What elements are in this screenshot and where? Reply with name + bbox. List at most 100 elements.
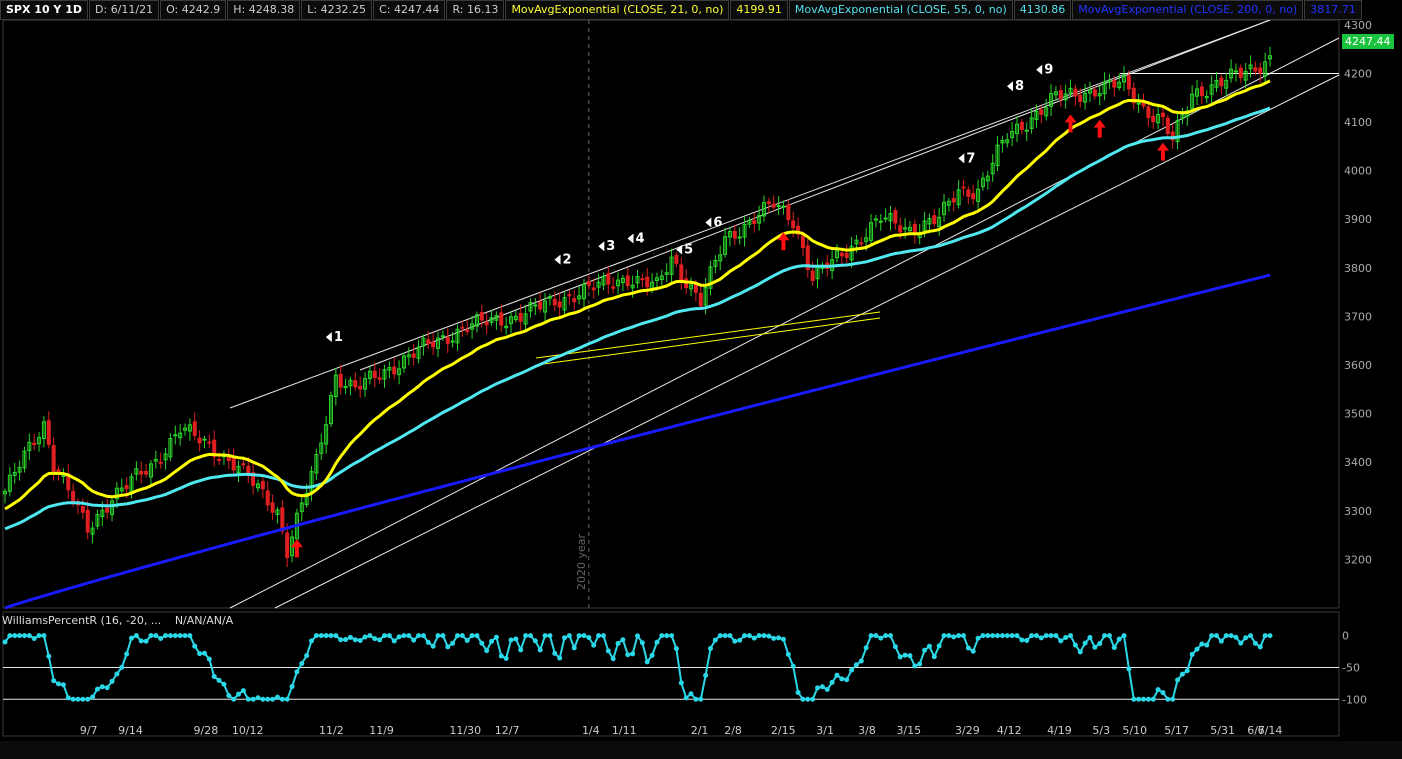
williams-r-point [1029,633,1035,639]
chart-header: SPX 10 Y 1D D: 6/11/21 O: 4242.9 H: 4248… [0,0,1363,20]
williams-r-point [712,637,718,643]
williams-r-point [571,645,577,651]
candle-body [416,346,421,359]
candle-body [796,225,801,235]
williams-r-point [615,640,621,646]
williams-r-point [1243,635,1249,641]
williams-r-point [834,672,840,678]
indicator-label[interactable]: WilliamsPercentR (16, -20, ... [2,614,162,627]
candle-body [183,427,188,431]
candle-body [367,370,372,380]
williams-r-point [1189,651,1195,657]
candle-body [873,218,878,221]
candle-body [465,329,470,332]
close-readout: C: 4247.44 [373,0,446,20]
williams-r-point [133,633,139,639]
candle-body [426,339,431,345]
williams-r-point [581,633,587,639]
candle-body [153,458,158,462]
candle-body [134,468,139,475]
ema55-label[interactable]: MovAvgExponential (CLOSE, 55, 0, no) [788,0,1013,20]
candle-body [484,321,489,326]
williams-r-point [109,678,115,684]
ema21-label[interactable]: MovAvgExponential (CLOSE, 21, 0, no) [505,0,730,20]
candle-body [1199,86,1204,97]
wave-marker-icon [705,217,712,228]
williams-r-point [523,633,529,639]
williams-r-point [245,696,251,702]
williams-r-point [795,689,801,695]
williams-r-point [425,639,431,645]
candle-body [951,198,956,203]
williams-r-point [323,633,329,639]
price-axis-tick: 4000 [1344,165,1372,178]
williams-r-point [635,633,640,639]
williams-r-point [1145,696,1151,702]
time-scrollbar[interactable] [0,741,1402,759]
candle-body [625,275,630,287]
candle-body [942,201,947,216]
williams-r-point [557,655,563,661]
candle-body [260,481,265,490]
ema200-label[interactable]: MovAvgExponential (CLOSE, 200, 0, no) [1072,0,1304,20]
candle-body [956,189,961,206]
candle-body [319,442,324,454]
candle-body [139,470,144,475]
candle-body [382,369,387,380]
williams-r-point [167,633,173,639]
williams-r-point [936,643,942,649]
candle-body [372,370,377,379]
candle-body [324,424,329,445]
candle-body [864,237,869,242]
williams-r-point [206,656,212,662]
williams-r-point [177,633,183,639]
candle-body [1233,70,1238,73]
price-axis-tick: 4200 [1344,67,1372,80]
williams-r-point [766,633,772,639]
candle-body [7,474,12,492]
time-axis-label: 1/11 [612,724,637,737]
time-axis-label: 12/7 [495,724,520,737]
williams-r-point [1102,633,1108,639]
symbol-label[interactable]: SPX 10 Y 1D [0,0,89,20]
candle-body [859,242,864,245]
williams-r-point [401,633,407,639]
williams-r-point [888,633,893,639]
williams-r-point [717,633,723,639]
candle-body [577,295,582,300]
williams-r-point [163,633,169,639]
williams-r-point [532,638,538,644]
williams-r-point [727,633,733,639]
candle-body [1005,139,1010,144]
candle-body [727,231,732,238]
candle-body [1175,119,1180,143]
candle-body [1117,81,1122,88]
williams-r-point [819,684,825,690]
williams-r-point [503,655,509,661]
williams-r-point [270,696,276,702]
williams-r-point [328,633,334,639]
williams-r-point [985,633,991,639]
candle-body [781,205,786,208]
williams-r-point [980,633,986,639]
time-axis-label: 11/30 [449,724,481,737]
candle-body [791,220,796,229]
indicator-axis-tick: -50 [1342,661,1360,674]
williams-r-point [1165,696,1171,702]
candle-body [1131,87,1136,104]
wave-marker-icon [958,153,965,164]
williams-r-point [94,686,100,692]
williams-r-point [780,636,786,642]
support-arrow-icon [1064,114,1077,133]
candle-body [41,421,46,439]
williams-r-point [104,685,110,691]
williams-r-point [722,633,728,639]
williams-r-point [902,652,908,658]
candle-body [3,490,7,495]
candle-body [898,225,903,233]
candle-body [995,144,1000,167]
williams-r-point [211,674,217,680]
williams-r-point [221,681,227,687]
williams-r-point [732,638,738,644]
